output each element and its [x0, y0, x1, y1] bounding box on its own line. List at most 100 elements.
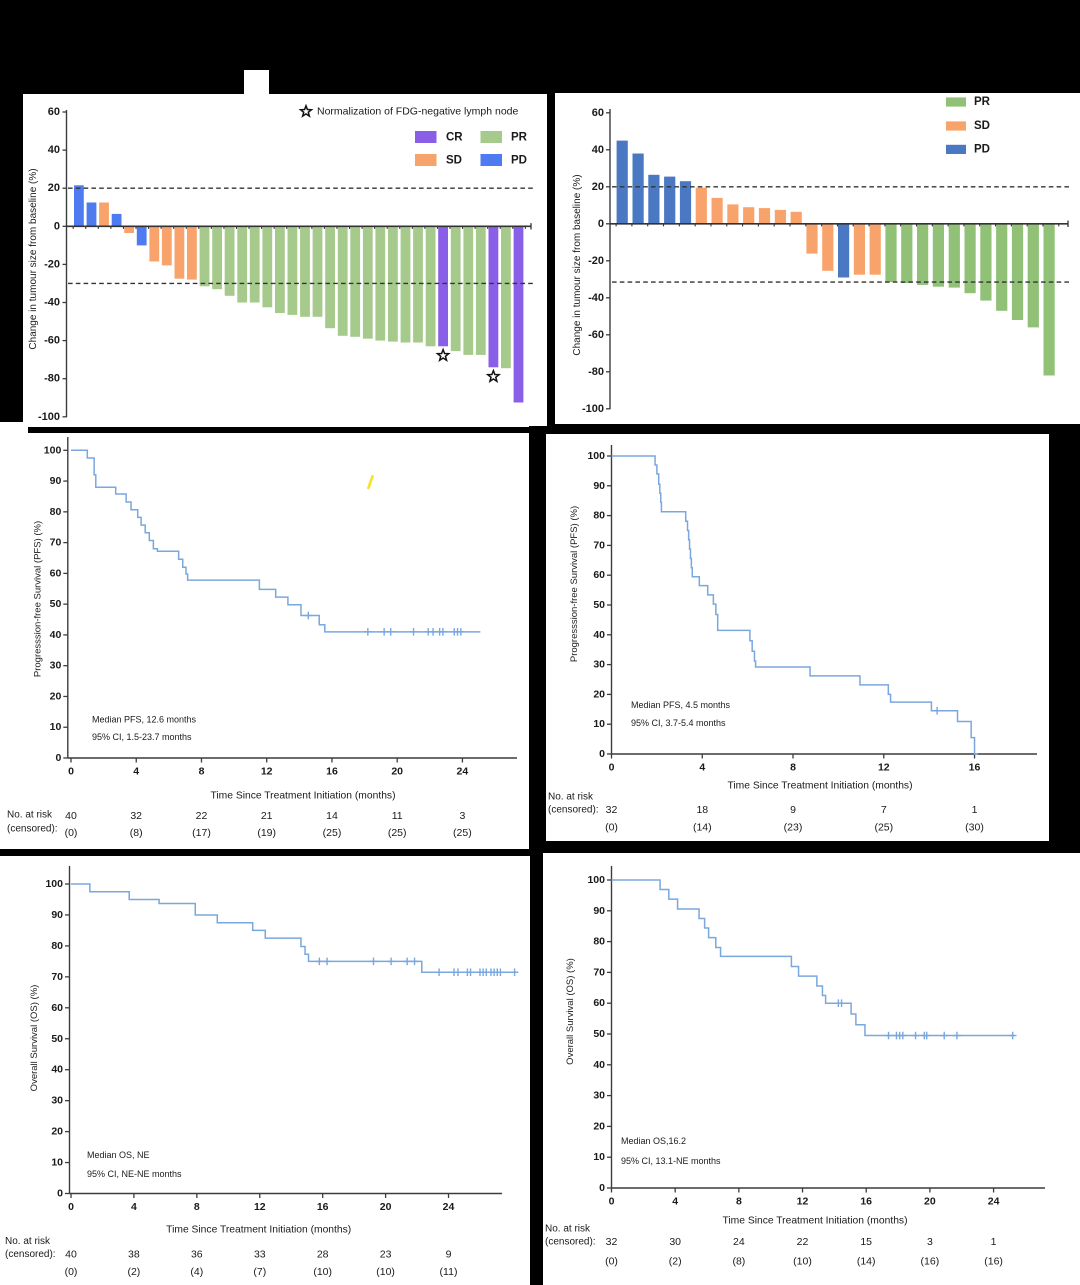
svg-text:Progresssion-free Survival (PF: Progresssion-free Survival (PFS) (%): [569, 506, 580, 662]
svg-text:(7): (7): [253, 1266, 266, 1278]
svg-text:20: 20: [593, 1120, 605, 1132]
svg-text:50: 50: [50, 598, 62, 610]
svg-text:90: 90: [593, 905, 605, 917]
svg-text:No. at risk: No. at risk: [7, 810, 53, 821]
svg-text:16: 16: [969, 762, 981, 774]
svg-text:(4): (4): [190, 1266, 203, 1278]
svg-text:20: 20: [593, 688, 605, 700]
svg-text:100: 100: [45, 878, 63, 890]
svg-text:40: 40: [51, 1064, 63, 1076]
svg-text:60: 60: [592, 107, 604, 119]
svg-text:60: 60: [593, 997, 605, 1009]
svg-text:10: 10: [593, 1151, 605, 1163]
svg-text:0: 0: [54, 220, 60, 232]
svg-text:0: 0: [57, 1188, 63, 1200]
svg-text:24: 24: [988, 1196, 1000, 1208]
svg-text:40: 40: [593, 629, 605, 641]
svg-text:-40: -40: [44, 297, 60, 309]
svg-text:(25): (25): [388, 827, 407, 839]
svg-text:(14): (14): [693, 822, 712, 834]
svg-text:Overall Survival (OS) (%): Overall Survival (OS) (%): [29, 985, 40, 1092]
svg-text:30: 30: [593, 1090, 605, 1102]
svg-text:24: 24: [457, 766, 469, 778]
svg-text:-60: -60: [44, 335, 60, 347]
svg-text:-20: -20: [588, 255, 604, 267]
svg-text:10: 10: [50, 721, 62, 733]
svg-text:8: 8: [199, 766, 205, 778]
svg-text:60: 60: [51, 1002, 63, 1014]
svg-text:4: 4: [699, 762, 705, 774]
svg-text:PD: PD: [974, 143, 990, 155]
svg-text:11: 11: [392, 810, 403, 822]
svg-text:Time Since Treatment Initiatio: Time Since Treatment Initiation (months): [727, 781, 912, 792]
svg-text:16: 16: [326, 766, 338, 778]
svg-text:(2): (2): [127, 1266, 140, 1278]
svg-text:38: 38: [128, 1249, 140, 1261]
svg-text:Time Since Treatment Initiatio: Time Since Treatment Initiation (months): [722, 1216, 907, 1227]
svg-text:40: 40: [593, 1059, 605, 1071]
svg-text:3: 3: [927, 1236, 933, 1248]
svg-text:20: 20: [380, 1201, 392, 1213]
svg-text:(25): (25): [453, 827, 472, 839]
svg-text:70: 70: [51, 971, 63, 983]
svg-text:(10): (10): [376, 1266, 395, 1278]
svg-text:90: 90: [593, 480, 605, 492]
svg-text:100: 100: [587, 450, 605, 462]
svg-text:60: 60: [48, 106, 60, 118]
svg-text:Progresssion-free Survival (PF: Progresssion-free Survival (PFS) (%): [32, 521, 43, 677]
svg-text:(19): (19): [257, 827, 276, 839]
svg-text:Median OS,16.2: Median OS,16.2: [621, 1136, 686, 1146]
svg-text:1: 1: [991, 1236, 997, 1248]
svg-text:PR: PR: [511, 131, 528, 143]
svg-text:(0): (0): [605, 1256, 618, 1268]
svg-text:(2): (2): [669, 1256, 682, 1268]
svg-text:(25): (25): [874, 822, 893, 834]
svg-text:24: 24: [443, 1201, 455, 1213]
svg-text:15: 15: [860, 1236, 872, 1248]
svg-text:40: 40: [65, 810, 77, 822]
svg-text:(11): (11): [440, 1266, 458, 1278]
svg-text:Change in tumour size from bas: Change in tumour size from baseline (%): [572, 174, 583, 355]
svg-text:(censored):: (censored):: [5, 1249, 56, 1260]
svg-text:(16): (16): [984, 1256, 1003, 1268]
svg-text:Median OS, NE: Median OS, NE: [87, 1150, 150, 1160]
svg-text:12: 12: [254, 1201, 266, 1213]
svg-text:0: 0: [68, 1201, 74, 1213]
svg-text:0: 0: [609, 1196, 615, 1208]
svg-text:22: 22: [797, 1236, 809, 1248]
svg-text:(0): (0): [65, 1266, 78, 1278]
svg-text:Overall Survival (OS) (%): Overall Survival (OS) (%): [565, 958, 576, 1065]
svg-text:(0): (0): [605, 822, 618, 834]
svg-text:SD: SD: [974, 120, 990, 132]
svg-text:20: 20: [391, 766, 403, 778]
svg-text:80: 80: [593, 510, 605, 522]
svg-text:No. at risk: No. at risk: [5, 1236, 51, 1247]
svg-text:50: 50: [593, 1028, 605, 1040]
svg-text:(8): (8): [732, 1256, 745, 1268]
svg-text:0: 0: [68, 766, 74, 778]
svg-text:(30): (30): [965, 822, 984, 834]
svg-text:95% CI, 3.7-5.4 months: 95% CI, 3.7-5.4 months: [631, 718, 726, 728]
svg-text:10: 10: [593, 718, 605, 730]
svg-text:0: 0: [598, 218, 604, 230]
svg-text:(14): (14): [857, 1256, 876, 1268]
svg-text:33: 33: [254, 1249, 266, 1261]
svg-text:50: 50: [51, 1033, 63, 1045]
svg-text:22: 22: [196, 810, 208, 822]
svg-text:36: 36: [191, 1249, 203, 1261]
svg-text:0: 0: [609, 762, 615, 774]
svg-text:(censored):: (censored):: [545, 1237, 596, 1248]
svg-text:80: 80: [593, 936, 605, 948]
svg-text:4: 4: [672, 1196, 678, 1208]
svg-text:(10): (10): [313, 1266, 332, 1278]
svg-text:Time Since Treatment Initiatio: Time Since Treatment Initiation (months): [166, 1225, 351, 1236]
svg-text:30: 30: [669, 1236, 681, 1248]
svg-text:(17): (17): [192, 827, 211, 839]
svg-text:-100: -100: [38, 411, 60, 423]
svg-text:-40: -40: [588, 292, 604, 304]
svg-text:0: 0: [599, 1182, 605, 1194]
svg-text:1: 1: [972, 804, 978, 816]
svg-text:20: 20: [50, 691, 62, 703]
svg-text:30: 30: [50, 660, 62, 672]
svg-text:Median PFS, 12.6 months: Median PFS, 12.6 months: [92, 715, 197, 725]
